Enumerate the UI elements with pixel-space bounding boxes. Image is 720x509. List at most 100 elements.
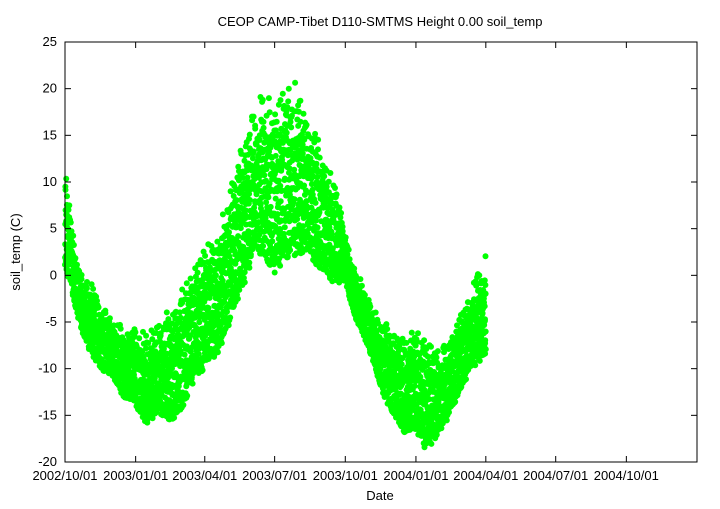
data-point xyxy=(339,223,346,230)
x-tick-label: 2004/01/01 xyxy=(383,468,448,483)
data-point xyxy=(476,357,483,364)
data-point xyxy=(294,216,301,223)
data-point xyxy=(309,186,316,193)
data-point xyxy=(482,316,488,323)
data-point xyxy=(145,340,152,346)
data-point xyxy=(285,98,292,105)
data-point xyxy=(66,202,73,209)
data-point xyxy=(408,329,415,336)
data-point xyxy=(205,305,212,311)
data-point xyxy=(237,225,244,232)
data-point xyxy=(177,314,184,321)
data-point xyxy=(297,118,304,125)
data-point xyxy=(325,178,332,185)
data-point xyxy=(241,279,248,286)
data-point xyxy=(88,281,95,288)
data-point xyxy=(219,211,226,218)
data-point xyxy=(261,172,268,179)
data-point xyxy=(63,175,70,182)
data-point xyxy=(312,199,319,206)
x-axis-label: Date xyxy=(366,488,393,503)
data-point xyxy=(227,314,234,321)
data-point xyxy=(183,280,190,287)
data-point xyxy=(482,253,489,260)
data-point xyxy=(313,217,319,224)
data-point xyxy=(284,104,291,111)
data-point xyxy=(329,245,336,252)
x-tick-label: 2003/10/01 xyxy=(313,468,378,483)
data-point xyxy=(263,199,270,206)
data-point xyxy=(102,310,109,317)
data-point xyxy=(321,173,328,180)
data-point xyxy=(67,219,74,226)
data-point xyxy=(275,101,282,108)
data-point xyxy=(398,361,405,368)
data-point xyxy=(312,130,319,137)
data-point xyxy=(269,238,276,245)
data-point xyxy=(249,155,256,162)
data-point xyxy=(384,326,391,332)
data-point xyxy=(176,309,183,316)
axes: -20 -15 -10 -5 0 5 10 15 20 25 2002/10/01 2003/01/0… xyxy=(32,34,697,483)
data-point xyxy=(179,286,186,293)
data-point xyxy=(482,346,489,353)
data-point xyxy=(275,177,282,184)
data-point xyxy=(315,146,321,153)
data-point xyxy=(358,282,365,289)
data-point xyxy=(421,337,428,344)
data-point xyxy=(428,440,435,447)
x-tick-label: 2004/04/01 xyxy=(453,468,518,483)
data-point xyxy=(413,401,420,408)
data-point xyxy=(481,277,488,284)
data-point xyxy=(344,251,351,258)
y-tick-label: 5 xyxy=(50,221,57,236)
data-point xyxy=(172,360,179,367)
data-point xyxy=(346,256,353,263)
data-point xyxy=(482,290,489,297)
data-point xyxy=(314,174,321,181)
data-point xyxy=(396,342,403,349)
data-point xyxy=(299,141,306,148)
data-point xyxy=(476,272,483,279)
data-point xyxy=(65,206,72,213)
data-point xyxy=(210,285,217,292)
data-point xyxy=(307,155,314,162)
data-point xyxy=(463,376,469,383)
data-point xyxy=(295,108,302,115)
data-point xyxy=(274,211,281,218)
data-point xyxy=(249,246,256,253)
data-point xyxy=(226,229,232,236)
data-point xyxy=(240,243,247,250)
data-point xyxy=(283,129,290,136)
data-point xyxy=(449,368,456,375)
data-point xyxy=(260,124,267,131)
data-point xyxy=(337,214,344,221)
data-point xyxy=(351,265,358,272)
data-point xyxy=(287,247,294,254)
data-point xyxy=(196,319,203,326)
data-point xyxy=(285,85,292,92)
data-point xyxy=(301,136,308,143)
data-point xyxy=(323,183,330,190)
data-point xyxy=(208,243,215,249)
data-point xyxy=(288,124,295,131)
data-point xyxy=(149,415,156,422)
data-point xyxy=(234,295,241,302)
data-point xyxy=(336,204,343,211)
data-point xyxy=(438,425,445,432)
data-point xyxy=(315,136,322,143)
data-point xyxy=(143,332,150,339)
data-point xyxy=(287,118,294,125)
data-point xyxy=(212,272,219,279)
data-point xyxy=(247,251,254,258)
y-tick-label: -10 xyxy=(38,361,57,376)
data-point xyxy=(199,367,206,374)
data-point xyxy=(189,380,196,387)
data-point xyxy=(415,330,421,337)
data-point xyxy=(252,125,259,132)
data-point xyxy=(333,191,340,198)
data-point xyxy=(235,163,242,170)
data-point xyxy=(479,310,486,317)
